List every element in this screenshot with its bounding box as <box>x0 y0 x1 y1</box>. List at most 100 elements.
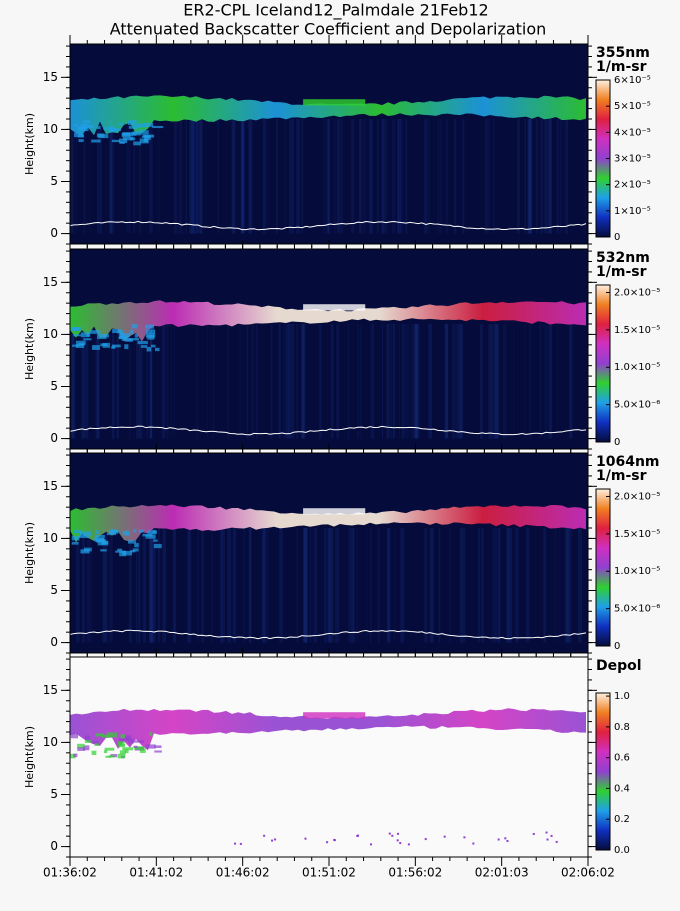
cloud-fragment <box>108 755 115 758</box>
lidar-streak <box>80 324 85 439</box>
cloud-fragment <box>122 550 133 556</box>
cloud-fragment <box>86 332 91 337</box>
lidar-streak <box>369 324 374 439</box>
lidar-streak <box>97 324 100 439</box>
cloud-fragment <box>118 333 124 338</box>
cloud-fragment <box>146 346 152 352</box>
lidar-streak <box>171 324 173 439</box>
lidar-streak <box>548 119 552 234</box>
lidar-streak <box>83 119 86 234</box>
surface-speck <box>239 842 242 845</box>
lidar-streak <box>201 528 204 643</box>
y-tick-label: 10 <box>43 327 58 341</box>
lidar-streak <box>164 528 166 643</box>
surface-speck <box>407 843 410 846</box>
lidar-streak <box>478 528 481 643</box>
lidar-streak <box>430 528 434 643</box>
lidar-streak <box>564 528 569 643</box>
x-tick-label: 01:51:02 <box>302 866 356 880</box>
lidar-streak <box>241 119 244 234</box>
cloud-fragment <box>111 139 121 143</box>
lidar-streak <box>282 324 287 439</box>
lidar-streak <box>149 528 154 643</box>
cloud-fragment <box>83 120 90 124</box>
surface-speck <box>504 837 507 840</box>
surface-speck <box>391 834 394 837</box>
lidar-streak <box>348 528 352 643</box>
cloud-fragment <box>128 338 139 341</box>
y-axis-label: Height(km) <box>23 318 36 380</box>
lidar-streak <box>333 119 336 234</box>
lidar-streak <box>111 528 114 643</box>
lidar-streak <box>352 528 356 643</box>
lidar-streak <box>424 119 427 234</box>
lidar-streak <box>391 119 396 234</box>
x-tick-label: 01:46:02 <box>216 866 270 880</box>
lidar-streak <box>369 119 373 234</box>
cloud-fragment <box>142 533 153 537</box>
lidar-streak <box>173 119 177 234</box>
lidar-streak <box>445 324 449 439</box>
cloud-fragment <box>134 746 145 750</box>
surface-speck <box>369 843 372 846</box>
lidar-streak <box>488 119 490 234</box>
lidar-streak <box>400 528 405 643</box>
lidar-streak <box>309 528 311 643</box>
lidar-streak <box>568 324 573 439</box>
surface-speck <box>399 842 402 845</box>
lidar-streak <box>174 324 176 439</box>
lidar-streak <box>401 324 405 439</box>
lidar-streak <box>179 119 183 234</box>
cloud-fragment <box>103 127 110 130</box>
lidar-streak <box>206 324 209 439</box>
lidar-streak <box>502 324 507 439</box>
colorbar-unit: 1/m-sr <box>596 468 647 484</box>
lidar-streak <box>529 119 533 234</box>
cloud-fragment <box>154 745 162 748</box>
lidar-streak <box>452 324 455 439</box>
lidar-streak <box>543 528 547 643</box>
colorbar-tick-label: 2×10⁻⁵ <box>614 180 651 191</box>
cloud-fragment <box>153 539 158 542</box>
lidar-streak <box>212 324 215 439</box>
cloud-fragment <box>145 333 156 338</box>
cloud-fragment <box>83 745 90 751</box>
lidar-streak <box>211 528 213 643</box>
cloud-fragment <box>134 543 139 548</box>
lidar-streak <box>330 324 334 439</box>
cloud-fragment <box>70 327 81 331</box>
surface-speck <box>506 840 509 843</box>
cloud-layer <box>70 300 586 342</box>
cloud-fragment <box>123 136 134 141</box>
plot-area <box>70 453 588 653</box>
lidar-streak <box>82 324 86 439</box>
lidar-streak <box>128 528 132 643</box>
cloud-fragment <box>92 345 100 350</box>
lidar-streak <box>459 324 463 439</box>
colorbar-tick-label: 0.6 <box>614 753 630 764</box>
lidar-streak <box>491 324 495 439</box>
cloud-fragment <box>127 120 137 126</box>
y-tick-label: 15 <box>43 479 58 493</box>
plot-area <box>70 44 588 244</box>
lidar-streak <box>151 528 156 643</box>
lidar-streak <box>296 324 299 439</box>
lidar-streak <box>110 119 113 234</box>
cloud-fragment <box>102 541 109 545</box>
lidar-streak <box>146 324 149 439</box>
lidar-streak <box>138 528 141 643</box>
lidar-streak <box>494 324 499 439</box>
lidar-streak <box>71 324 74 439</box>
surface-speck <box>333 838 336 841</box>
lidar-streak <box>336 119 339 234</box>
surface-return <box>69 220 587 231</box>
lidar-streak <box>301 119 303 234</box>
lidar-streak <box>198 119 202 234</box>
lidar-streak <box>515 528 518 643</box>
cloud-fragment <box>125 735 132 741</box>
surface-speck <box>472 842 475 845</box>
cloud-fragment <box>77 126 86 130</box>
cloud-fragment <box>118 122 124 126</box>
cloud-fragment <box>84 735 90 740</box>
surface-return <box>69 629 587 640</box>
